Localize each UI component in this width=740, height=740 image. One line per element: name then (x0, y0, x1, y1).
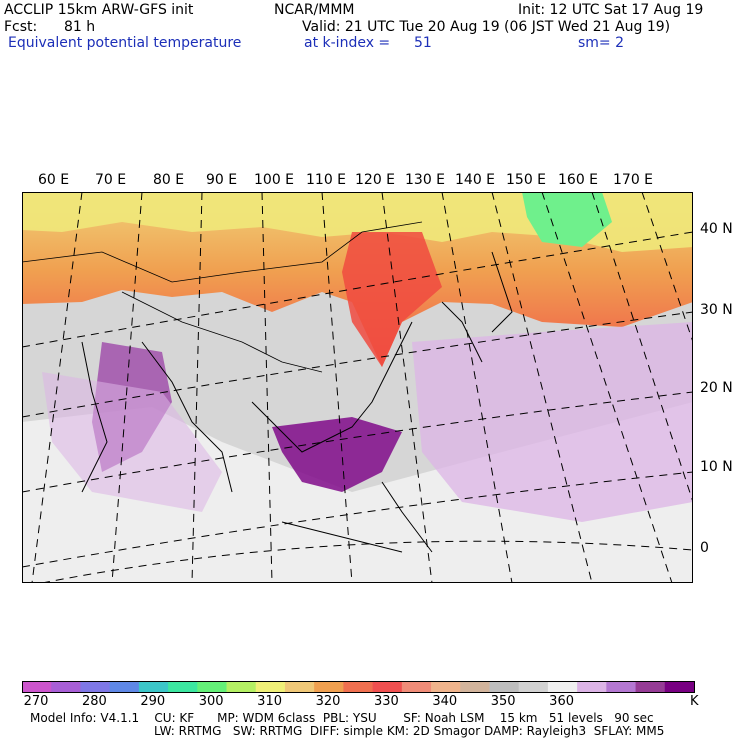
colorbar-label: 330 (373, 694, 399, 709)
lat-label: 30 N (700, 302, 733, 318)
colorbar-swatch (138, 681, 169, 693)
colorbar-swatch (664, 681, 695, 693)
graticule (22, 192, 693, 583)
model-info-line1: Model Info: V4.1.1 CU: KF MP: WDM 6class… (30, 711, 654, 725)
borders (22, 221, 423, 373)
model-info-line2: LW: RRTMG SW: RRTMG DIFF: simple KM: 2D … (154, 724, 665, 738)
colorbar-label: 290 (140, 694, 166, 709)
colorbar-swatch (547, 681, 578, 693)
colorbar-swatch (431, 681, 461, 693)
valid-time: Valid: 21 UTC Tue 20 Aug 19 (06 JST Wed … (302, 19, 671, 35)
colorbar-swatch (109, 681, 140, 693)
colorbar-swatch (401, 681, 432, 693)
colorbar-swatch (489, 681, 520, 693)
colorbar-swatch (197, 681, 228, 693)
lat-label: 20 N (700, 380, 733, 396)
lon-label: 140 E (455, 172, 496, 188)
kindex-label: at k-index = (304, 35, 391, 51)
colorbar-label: 270 (23, 694, 49, 709)
colorbar-swatch (226, 681, 257, 693)
lat-label: 0 (700, 540, 709, 556)
lon-label: 150 E (506, 172, 547, 188)
colorbar-label: 360 (549, 694, 574, 709)
colorbar-swatch (372, 681, 403, 693)
green-patch (522, 192, 612, 247)
colorbar-swatch (255, 681, 286, 693)
colorbar (22, 681, 695, 693)
colorbar-swatch (518, 681, 549, 693)
organization-label: NCAR/MMM (274, 2, 355, 18)
lon-label: 90 E (206, 172, 238, 188)
colorbar-label: 340 (432, 694, 458, 709)
colorbar-swatch (460, 681, 490, 693)
smoothing-label: sm= 2 (578, 35, 625, 51)
colorbar-swatch (314, 681, 344, 693)
colorbar-swatch (51, 681, 81, 693)
colorbar-swatch (284, 681, 315, 693)
colorbar-swatch (635, 681, 666, 693)
colorbar-swatch (168, 681, 198, 693)
colorbar-swatch (343, 681, 374, 693)
colorbar-swatch (80, 681, 111, 693)
lon-label: 120 E (355, 172, 396, 188)
model-title: ACCLIP 15km ARW-GFS init (4, 2, 194, 18)
map-border (22, 192, 693, 583)
moist-pacific (412, 322, 693, 522)
lon-label: 130 E (405, 172, 446, 188)
colorbar-border (22, 681, 695, 693)
colorbar-label: 300 (198, 694, 224, 709)
colorbar-label: 350 (490, 694, 516, 709)
moist-scs (272, 417, 402, 492)
lon-label: 110 E (306, 172, 347, 188)
colorbar-label: 320 (315, 694, 341, 709)
theta-e-map (22, 192, 693, 583)
lon-label: 160 E (558, 172, 599, 188)
colorbar-swatch (577, 681, 607, 693)
colorbar-label: 280 (81, 694, 107, 709)
moist-bay (42, 372, 222, 512)
colorbar-unit: K (690, 694, 699, 709)
lat-label: 40 N (700, 221, 733, 237)
init-time: Init: 12 UTC Sat 17 Aug 19 (518, 2, 704, 18)
lon-label: 60 E (38, 172, 70, 188)
forecast-hour: 81 h (64, 19, 96, 35)
lat-label: 10 N (700, 459, 733, 475)
lon-label: 170 E (613, 172, 654, 188)
colorbar-swatch (22, 681, 52, 693)
kindex-value: 51 (414, 35, 432, 51)
field-name: Equivalent potential temperature (8, 35, 242, 51)
colorbar-label: 310 (257, 694, 282, 709)
lon-label: 70 E (95, 172, 127, 188)
lon-label: 80 E (153, 172, 185, 188)
red-core (342, 232, 442, 367)
forecast-label: Fcst: (4, 19, 38, 35)
colorbar-swatch (606, 681, 637, 693)
lon-label: 100 E (254, 172, 295, 188)
